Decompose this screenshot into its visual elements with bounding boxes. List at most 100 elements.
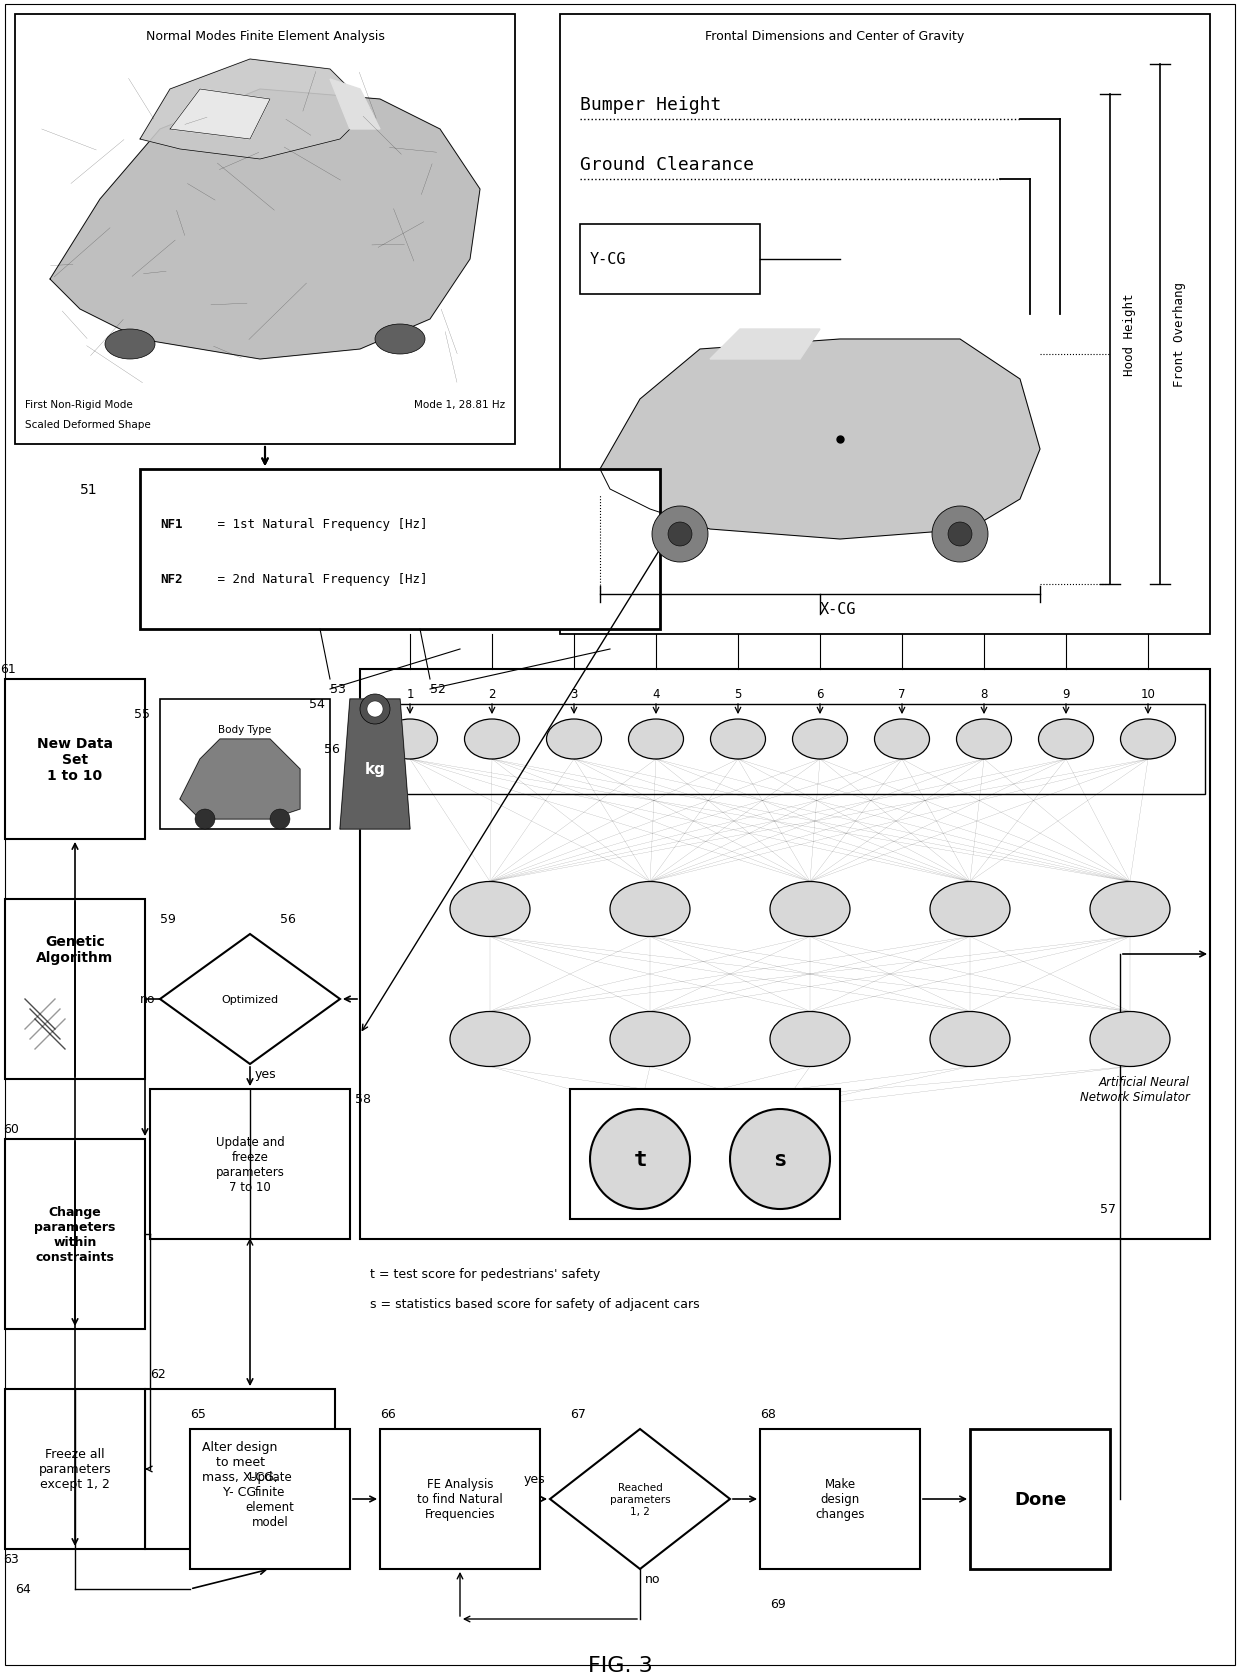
- Text: Freeze all
parameters
except 1, 2: Freeze all parameters except 1, 2: [38, 1448, 112, 1490]
- Bar: [379, 1430, 539, 1569]
- Text: 3: 3: [570, 689, 578, 701]
- Text: t: t: [634, 1149, 647, 1169]
- Text: Hood Height: Hood Height: [1123, 294, 1137, 376]
- Text: First Non-Rigid Mode: First Non-Rigid Mode: [25, 400, 133, 410]
- Bar: [150, 1089, 350, 1240]
- Text: yes: yes: [255, 1068, 277, 1080]
- Text: X-CG: X-CG: [820, 601, 857, 617]
- Text: NF1: NF1: [160, 517, 182, 531]
- Ellipse shape: [1090, 882, 1171, 937]
- Bar: [760, 1430, 920, 1569]
- Ellipse shape: [956, 719, 1012, 759]
- Text: kg: kg: [365, 763, 386, 778]
- Text: 60: 60: [2, 1122, 19, 1136]
- Text: Reached
parameters
1, 2: Reached parameters 1, 2: [610, 1482, 671, 1515]
- Text: 5: 5: [734, 689, 742, 701]
- Text: 69: 69: [770, 1598, 786, 1609]
- Text: 61: 61: [0, 664, 16, 675]
- Polygon shape: [340, 699, 410, 830]
- Text: s = statistics based score for safety of adjacent cars: s = statistics based score for safety of…: [370, 1297, 699, 1310]
- Bar: [360, 670, 1210, 1240]
- Text: no: no: [139, 993, 155, 1006]
- Circle shape: [270, 810, 290, 830]
- Ellipse shape: [770, 882, 849, 937]
- Circle shape: [932, 507, 988, 563]
- Text: 53: 53: [330, 684, 346, 696]
- Text: 67: 67: [570, 1408, 585, 1421]
- Bar: [570, 1089, 839, 1220]
- Text: 58: 58: [355, 1094, 371, 1105]
- Text: Alter design
to meet
mass, X-CG,
Y- CG: Alter design to meet mass, X-CG, Y- CG: [202, 1440, 278, 1499]
- Text: Normal Modes Finite Element Analysis: Normal Modes Finite Element Analysis: [145, 30, 384, 44]
- Text: Done: Done: [1014, 1490, 1066, 1509]
- Circle shape: [367, 702, 383, 717]
- Polygon shape: [711, 329, 820, 360]
- Ellipse shape: [792, 719, 847, 759]
- Text: s: s: [774, 1149, 786, 1169]
- Ellipse shape: [547, 719, 601, 759]
- Text: t = test score for pedestrians' safety: t = test score for pedestrians' safety: [370, 1268, 600, 1280]
- Polygon shape: [50, 91, 480, 360]
- Text: FIG. 3: FIG. 3: [588, 1655, 652, 1675]
- Ellipse shape: [610, 1011, 689, 1067]
- Text: no: no: [645, 1572, 661, 1586]
- Bar: [140, 470, 660, 630]
- Circle shape: [652, 507, 708, 563]
- Text: = 1st Natural Frequency [Hz]: = 1st Natural Frequency [Hz]: [210, 517, 428, 531]
- Text: yes: yes: [523, 1473, 546, 1485]
- Ellipse shape: [450, 1011, 529, 1067]
- Bar: [5, 1389, 145, 1549]
- Text: Update
finite
element
model: Update finite element model: [246, 1470, 294, 1529]
- Ellipse shape: [105, 329, 155, 360]
- Text: 51: 51: [81, 482, 98, 497]
- Ellipse shape: [374, 324, 425, 354]
- Text: Mode 1, 28.81 Hz: Mode 1, 28.81 Hz: [414, 400, 505, 410]
- Text: Ground Clearance: Ground Clearance: [580, 156, 754, 175]
- Ellipse shape: [1121, 719, 1176, 759]
- Text: 52: 52: [430, 684, 446, 696]
- Circle shape: [590, 1109, 689, 1210]
- Text: 7: 7: [898, 689, 905, 701]
- Text: 2: 2: [489, 689, 496, 701]
- Ellipse shape: [465, 719, 520, 759]
- Text: 56: 56: [280, 912, 300, 926]
- Text: FE Analysis
to find Natural
Frequencies: FE Analysis to find Natural Frequencies: [417, 1478, 503, 1520]
- Bar: [160, 699, 330, 830]
- Bar: [580, 225, 760, 294]
- Text: Frontal Dimensions and Center of Gravity: Frontal Dimensions and Center of Gravity: [706, 30, 965, 44]
- Bar: [15, 15, 515, 445]
- Polygon shape: [551, 1430, 730, 1569]
- Bar: [5, 899, 145, 1079]
- Ellipse shape: [1090, 1011, 1171, 1067]
- Bar: [365, 704, 1205, 795]
- Bar: [970, 1430, 1110, 1569]
- Text: Make
design
changes: Make design changes: [815, 1478, 864, 1520]
- Ellipse shape: [450, 882, 529, 937]
- Text: 1: 1: [407, 689, 414, 701]
- Text: = 2nd Natural Frequency [Hz]: = 2nd Natural Frequency [Hz]: [210, 573, 428, 586]
- Text: 66: 66: [379, 1408, 396, 1421]
- Text: Genetic
Algorithm: Genetic Algorithm: [36, 934, 114, 964]
- Text: New Data
Set
1 to 10: New Data Set 1 to 10: [37, 736, 113, 783]
- Text: 10: 10: [1141, 689, 1156, 701]
- Ellipse shape: [610, 882, 689, 937]
- Ellipse shape: [711, 719, 765, 759]
- Text: Bumper Height: Bumper Height: [580, 96, 722, 114]
- Text: Scaled Deformed Shape: Scaled Deformed Shape: [25, 420, 151, 430]
- Circle shape: [360, 694, 391, 724]
- Circle shape: [668, 522, 692, 546]
- Bar: [5, 680, 145, 840]
- Text: 59: 59: [160, 912, 176, 926]
- Text: Y-CG: Y-CG: [590, 252, 626, 267]
- Text: 57: 57: [1100, 1203, 1116, 1216]
- Polygon shape: [170, 91, 270, 139]
- Bar: [560, 15, 1210, 635]
- Circle shape: [195, 810, 215, 830]
- Polygon shape: [330, 81, 379, 129]
- Text: Front Overhang: Front Overhang: [1173, 282, 1187, 388]
- Text: 65: 65: [190, 1408, 206, 1421]
- Polygon shape: [160, 934, 340, 1065]
- Text: NF2: NF2: [160, 573, 182, 586]
- Polygon shape: [180, 739, 300, 820]
- Text: 6: 6: [816, 689, 823, 701]
